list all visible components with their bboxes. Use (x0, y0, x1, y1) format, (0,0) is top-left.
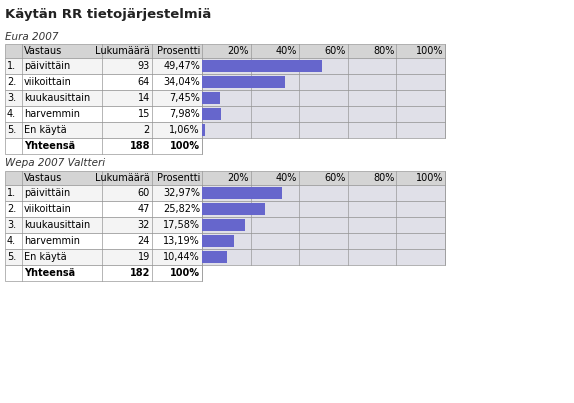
Text: päivittäin: päivittäin (24, 61, 70, 71)
Text: En käytä: En käytä (24, 252, 67, 262)
Text: 1,06%: 1,06% (169, 125, 200, 135)
Text: kuukausittain: kuukausittain (24, 93, 90, 103)
Text: harvemmin: harvemmin (24, 109, 80, 119)
Text: 13,19%: 13,19% (163, 236, 200, 246)
Text: 40%: 40% (276, 173, 297, 183)
Text: Käytän RR tietojärjestelmiä: Käytän RR tietojärjestelmiä (5, 8, 211, 21)
Bar (202, 76, 285, 88)
Text: 100%: 100% (170, 268, 200, 278)
Bar (202, 106, 445, 122)
Bar (202, 203, 265, 215)
Bar (5, 249, 202, 265)
Text: kuukausittain: kuukausittain (24, 220, 90, 230)
Bar (5, 90, 202, 106)
Text: 47: 47 (138, 204, 150, 214)
Text: 14: 14 (138, 93, 150, 103)
Text: 17,58%: 17,58% (163, 220, 200, 230)
Text: viikoittain: viikoittain (24, 204, 72, 214)
Bar (202, 187, 282, 199)
Text: 3.: 3. (7, 93, 16, 103)
Bar (202, 201, 445, 217)
Text: 49,47%: 49,47% (163, 61, 200, 71)
Bar (202, 217, 445, 233)
Bar (202, 219, 245, 231)
Bar (5, 138, 202, 154)
Text: harvemmin: harvemmin (24, 236, 80, 246)
Text: Vastaus: Vastaus (24, 46, 62, 56)
Bar (5, 201, 202, 217)
Text: 32,97%: 32,97% (163, 188, 200, 198)
Bar (202, 74, 445, 90)
Bar (5, 106, 202, 122)
Bar (202, 251, 227, 263)
Text: 40%: 40% (276, 46, 297, 56)
Bar (202, 122, 445, 138)
Text: 7,98%: 7,98% (169, 109, 200, 119)
Text: 34,04%: 34,04% (163, 77, 200, 87)
Bar (202, 90, 445, 106)
Text: 188: 188 (130, 141, 150, 151)
Bar (5, 74, 202, 90)
Text: 24: 24 (138, 236, 150, 246)
Bar (5, 122, 202, 138)
Text: 15: 15 (138, 109, 150, 119)
Text: Prosentti: Prosentti (157, 173, 200, 183)
Text: Yhteensä: Yhteensä (24, 141, 75, 151)
Text: 60%: 60% (324, 46, 346, 56)
Text: 7,45%: 7,45% (169, 93, 200, 103)
Text: 20%: 20% (227, 46, 249, 56)
Text: Vastaus: Vastaus (24, 173, 62, 183)
Bar (202, 92, 220, 104)
Bar (202, 108, 222, 120)
Bar (202, 249, 445, 265)
Text: Eura 2007: Eura 2007 (5, 32, 59, 42)
Text: 1.: 1. (7, 188, 16, 198)
Bar (5, 44, 445, 58)
Bar (5, 217, 202, 233)
Text: 1.: 1. (7, 61, 16, 71)
Text: 19: 19 (138, 252, 150, 262)
Text: 60%: 60% (324, 173, 346, 183)
Text: Prosentti: Prosentti (157, 46, 200, 56)
Bar (202, 58, 445, 74)
Text: 60: 60 (138, 188, 150, 198)
Text: viikoittain: viikoittain (24, 77, 72, 87)
Text: 182: 182 (130, 268, 150, 278)
Bar (202, 233, 445, 249)
Text: 2: 2 (144, 125, 150, 135)
Bar (202, 124, 204, 136)
Text: 20%: 20% (227, 173, 249, 183)
Text: 64: 64 (138, 77, 150, 87)
Text: 100%: 100% (416, 46, 443, 56)
Text: En käytä: En käytä (24, 125, 67, 135)
Bar (5, 185, 202, 201)
Text: Yhteensä: Yhteensä (24, 268, 75, 278)
Bar (5, 58, 202, 74)
Text: 32: 32 (138, 220, 150, 230)
Bar (5, 265, 202, 281)
Bar (202, 185, 445, 201)
Text: Lukumäärä: Lukumäärä (95, 173, 150, 183)
Text: 5.: 5. (7, 252, 16, 262)
Text: 4.: 4. (7, 236, 16, 246)
Text: 4.: 4. (7, 109, 16, 119)
Bar (202, 60, 322, 72)
Text: 5.: 5. (7, 125, 16, 135)
Text: 80%: 80% (373, 46, 394, 56)
Text: Wepa 2007 Valtteri: Wepa 2007 Valtteri (5, 158, 105, 168)
Text: 80%: 80% (373, 173, 394, 183)
Text: 2.: 2. (7, 77, 16, 87)
Text: Lukumäärä: Lukumäärä (95, 46, 150, 56)
Text: 2.: 2. (7, 204, 16, 214)
Bar (5, 171, 445, 185)
Text: 3.: 3. (7, 220, 16, 230)
Text: 25,82%: 25,82% (163, 204, 200, 214)
Text: 93: 93 (138, 61, 150, 71)
Text: 100%: 100% (170, 141, 200, 151)
Bar (202, 235, 234, 247)
Bar (5, 233, 202, 249)
Text: 10,44%: 10,44% (163, 252, 200, 262)
Text: 100%: 100% (416, 173, 443, 183)
Text: päivittäin: päivittäin (24, 188, 70, 198)
